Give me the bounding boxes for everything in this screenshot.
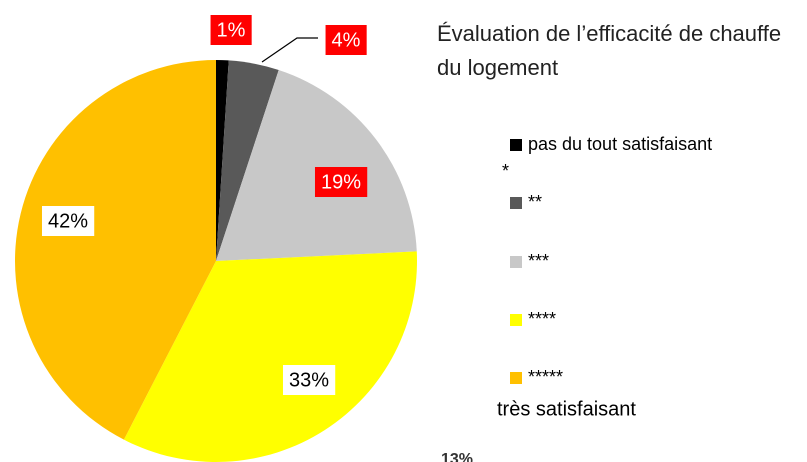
data-label-box (282, 365, 336, 395)
pie-slice (216, 70, 417, 261)
data-label: 4% (332, 29, 361, 51)
data-label: 1% (217, 19, 246, 41)
legend-swatch (510, 314, 522, 326)
leader-line (261, 37, 318, 63)
annotation: 13% (441, 451, 473, 462)
data-label-box (210, 15, 252, 45)
pie-slice (15, 60, 216, 440)
legend-swatch (510, 256, 522, 268)
data-label-box (325, 25, 367, 55)
chart-title: Évaluation de l’efficacité de chauffe du… (437, 21, 782, 80)
data-label-box (41, 206, 95, 236)
data-label: 19% (321, 171, 361, 193)
pie-slice (216, 60, 279, 261)
legend-swatch (510, 372, 522, 384)
legend-label: **** (528, 309, 556, 329)
data-label: 42% (48, 210, 88, 232)
legend-label: *** (528, 251, 549, 271)
pie (15, 60, 417, 462)
data-label: 33% (289, 369, 329, 391)
pie-slice (123, 251, 417, 462)
data-label-box (314, 167, 368, 197)
annotation: très satisfaisant (497, 398, 636, 420)
pie-slice (216, 60, 229, 261)
legend-swatch (510, 139, 522, 151)
legend-label: ***** (528, 367, 563, 387)
annotation: * (502, 161, 509, 181)
legend-label: ** (528, 192, 542, 212)
title-box: Évaluation de l’efficacité de chauffe du… (437, 21, 782, 80)
legend-swatch (510, 197, 522, 209)
legend-label: pas du tout satisfaisant (528, 134, 712, 154)
